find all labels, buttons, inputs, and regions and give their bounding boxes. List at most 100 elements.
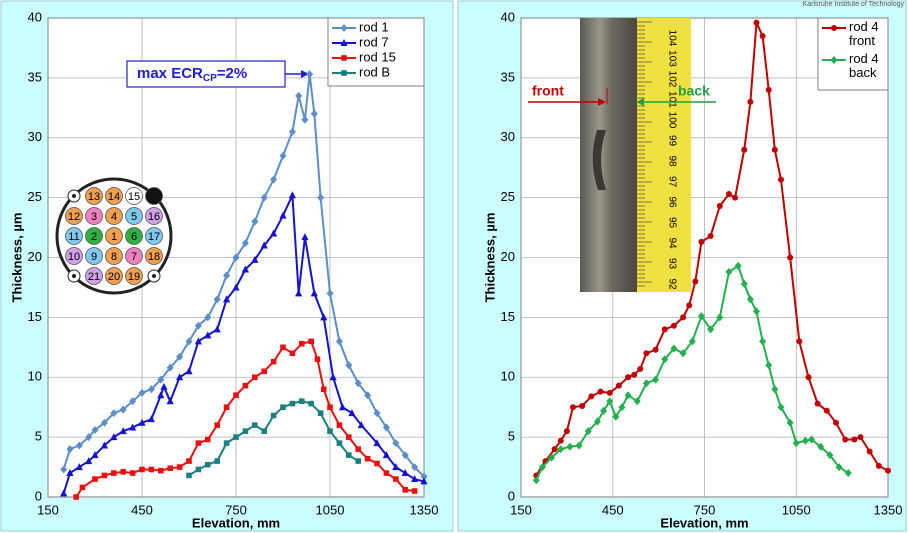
- bundle-rod: [125, 247, 143, 265]
- legend-line: back: [849, 65, 877, 80]
- marker: [340, 24, 348, 32]
- x-axis-label: Elevation, mm: [660, 515, 748, 530]
- marker: [252, 374, 258, 381]
- marker: [223, 404, 230, 410]
- y-axis-label: Thickness, µm: [9, 213, 24, 303]
- marker: [341, 55, 347, 61]
- marker: [260, 193, 268, 202]
- x-tick-label: 450: [131, 502, 153, 517]
- legend-line: rod 4: [849, 19, 879, 34]
- marker: [205, 436, 211, 443]
- ruler-label: 96: [666, 196, 677, 208]
- bundle-rod: [105, 247, 123, 265]
- marker: [857, 434, 864, 441]
- marker: [618, 403, 626, 412]
- y-tick-label: 10: [501, 369, 515, 384]
- bundle-label: 8: [111, 251, 117, 263]
- marker: [194, 337, 202, 345]
- bundle-label: 13: [88, 191, 100, 203]
- marker: [844, 469, 852, 478]
- marker: [563, 428, 570, 435]
- marker: [752, 307, 760, 316]
- marker: [661, 326, 668, 333]
- marker: [364, 391, 372, 400]
- legend-line: rod 4: [849, 51, 879, 66]
- marker: [885, 467, 891, 474]
- marker: [327, 428, 333, 434]
- marker: [194, 321, 202, 330]
- marker: [280, 344, 286, 351]
- marker: [270, 229, 278, 237]
- ruler-label: 104: [666, 30, 677, 47]
- ruler-label: 97: [666, 176, 677, 188]
- front-arrowhead: [598, 98, 606, 106]
- marker: [326, 289, 334, 298]
- marker: [310, 109, 318, 118]
- marker: [147, 415, 155, 423]
- marker: [842, 436, 849, 443]
- bundle-label: 1: [111, 231, 117, 243]
- bundle-label: 11: [68, 231, 79, 243]
- bundle-rod: [145, 227, 163, 245]
- bundle-rod: [125, 187, 143, 205]
- y-tick-label: 40: [501, 9, 515, 24]
- marker: [866, 448, 873, 455]
- x-tick-label: 1050: [782, 502, 811, 517]
- marker: [345, 361, 353, 370]
- marker: [110, 433, 118, 441]
- marker: [698, 238, 705, 245]
- marker: [91, 425, 99, 434]
- ruler-label: 98: [666, 155, 677, 167]
- marker: [688, 337, 696, 346]
- marker: [851, 436, 858, 443]
- marker: [801, 436, 809, 445]
- marker: [139, 466, 145, 473]
- marker: [814, 400, 821, 407]
- bundle-rod: [145, 207, 163, 225]
- marker: [355, 458, 361, 464]
- y-tick-label: 10: [28, 369, 42, 384]
- bundle-label: 3: [91, 211, 97, 223]
- marker: [354, 379, 362, 388]
- marker: [110, 409, 118, 418]
- marker: [223, 440, 230, 446]
- marker: [308, 400, 314, 407]
- marker: [826, 451, 834, 460]
- plot-border: [47, 17, 425, 498]
- marker: [692, 278, 699, 285]
- bundle-label: 18: [148, 251, 160, 263]
- bundle-label: 14: [108, 191, 120, 203]
- legend-label: rod 4 front: [849, 19, 879, 48]
- front-label: front: [532, 83, 564, 99]
- marker: [835, 463, 843, 472]
- ruler-label: 95: [666, 217, 677, 229]
- marker: [158, 467, 164, 474]
- marker: [119, 405, 127, 414]
- marker: [740, 279, 748, 288]
- marker: [786, 418, 794, 427]
- marker: [746, 295, 754, 304]
- marker: [214, 422, 220, 428]
- ruler-label: 102: [666, 71, 677, 88]
- marker: [652, 346, 659, 353]
- marker: [796, 338, 803, 345]
- marker: [765, 361, 773, 370]
- marker: [336, 440, 343, 446]
- marker: [176, 464, 183, 470]
- bundle-rod: [105, 267, 123, 285]
- marker: [725, 267, 733, 276]
- marker: [176, 373, 184, 381]
- plot-border: [520, 17, 889, 498]
- marker: [148, 466, 155, 473]
- marker: [631, 371, 638, 378]
- marker: [320, 313, 328, 321]
- marker: [301, 115, 309, 124]
- marker: [270, 358, 277, 365]
- marker: [707, 325, 715, 334]
- y-tick-label: 25: [501, 189, 515, 204]
- annotation-box: [126, 60, 286, 88]
- marker: [213, 295, 221, 304]
- bundle-rod: [85, 187, 103, 205]
- marker: [566, 442, 574, 451]
